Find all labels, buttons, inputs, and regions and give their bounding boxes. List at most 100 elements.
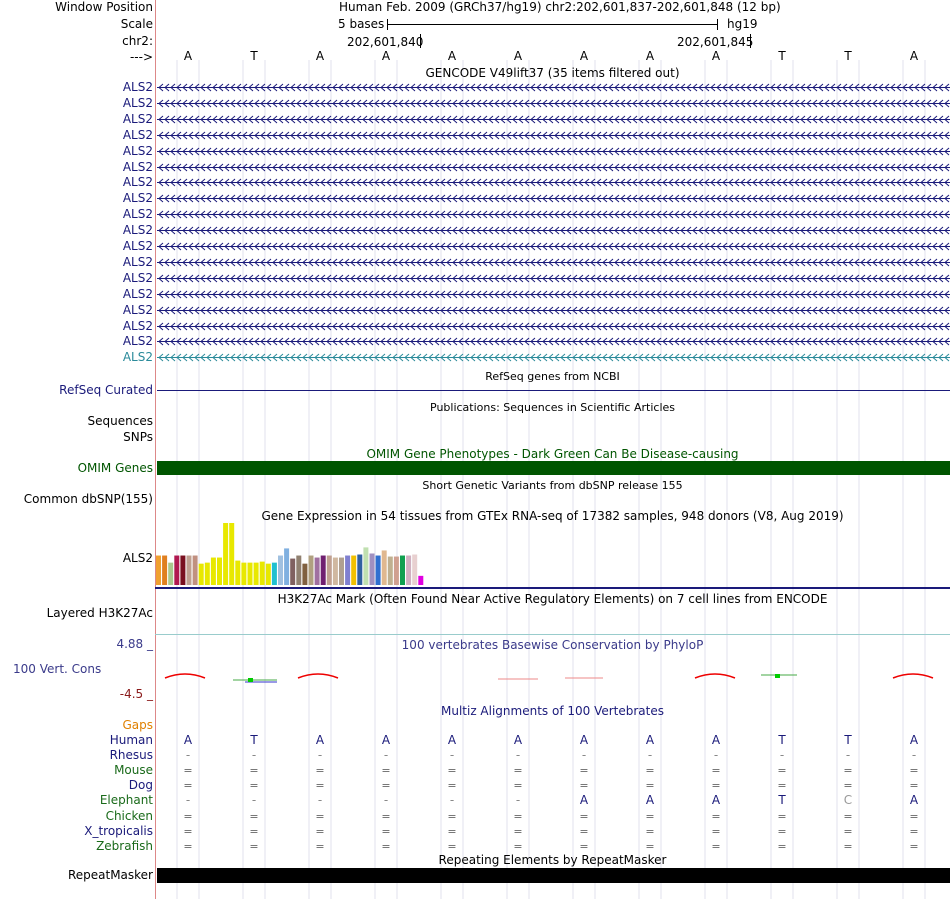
omim-gene-bar[interactable]: [157, 461, 950, 475]
gtex-tissue-bar[interactable]: [375, 555, 381, 585]
gtex-tissue-bar[interactable]: [217, 557, 222, 585]
gencode-transcript-intron[interactable]: [157, 99, 950, 108]
dbsnp-track-label[interactable]: Common dbSNP(155): [23, 492, 153, 506]
gtex-tissue-bar[interactable]: [412, 554, 418, 585]
omim-track-label[interactable]: OMIM Genes: [77, 461, 153, 475]
species-label[interactable]: Dog: [128, 778, 153, 793]
gencode-transcript-intron[interactable]: [157, 163, 950, 172]
gencode-transcript-label[interactable]: ALS2: [122, 270, 153, 285]
gtex-track-label[interactable]: ALS2: [122, 551, 153, 565]
species-label[interactable]: Chicken: [105, 808, 153, 823]
gtex-tissue-bar[interactable]: [339, 557, 344, 585]
repeatmasker-element-bar[interactable]: [157, 868, 950, 883]
gtex-tissue-bar[interactable]: [156, 555, 161, 585]
gtex-tissue-bar[interactable]: [253, 562, 259, 585]
gtex-tissue-bar[interactable]: [204, 562, 210, 585]
gtex-tissue-bar[interactable]: [308, 555, 314, 585]
gencode-transcript-intron[interactable]: [157, 210, 950, 219]
gencode-transcript-label[interactable]: ALS2: [122, 286, 153, 301]
gtex-tissue-bar[interactable]: [174, 555, 180, 585]
gtex-tissue-bar[interactable]: [326, 555, 332, 585]
gtex-tissue-bar[interactable]: [278, 555, 283, 585]
conservation-track-label[interactable]: 100 Vert. Cons: [13, 662, 102, 676]
species-label[interactable]: Elephant: [99, 793, 153, 808]
gtex-tissue-bar[interactable]: [180, 555, 186, 585]
gencode-transcript-intron[interactable]: [157, 194, 950, 203]
gtex-tissue-bar[interactable]: [387, 556, 393, 585]
gencode-transcript-label[interactable]: ALS2: [122, 350, 153, 365]
gencode-transcript-label[interactable]: ALS2: [122, 207, 153, 222]
assembly-position-text[interactable]: Human Feb. 2009 (GRCh37/hg19) chr2:202,6…: [339, 0, 781, 14]
gtex-tissue-bar[interactable]: [302, 563, 308, 585]
gencode-transcript-label[interactable]: ALS2: [122, 302, 153, 317]
gencode-transcript-label[interactable]: ALS2: [122, 111, 153, 126]
species-label[interactable]: Zebrafish: [96, 838, 153, 853]
gencode-transcript-label[interactable]: ALS2: [122, 175, 153, 190]
gtex-tissue-bar[interactable]: [284, 548, 290, 585]
gtex-tissue-bar[interactable]: [186, 555, 192, 585]
gencode-transcript-label[interactable]: ALS2: [122, 159, 153, 174]
gencode-transcript-intron[interactable]: [157, 115, 950, 124]
gencode-transcript-label[interactable]: ALS2: [122, 143, 153, 158]
refseq-gene-line[interactable]: [157, 390, 950, 391]
gencode-transcript-label[interactable]: ALS2: [122, 80, 153, 94]
gencode-transcript-intron[interactable]: [157, 274, 950, 283]
gtex-tissue-bar[interactable]: [259, 561, 265, 585]
refseq-track-label[interactable]: RefSeq Curated: [59, 383, 153, 397]
gtex-tissue-bar[interactable]: [265, 563, 271, 585]
gencode-transcript-intron[interactable]: [157, 337, 950, 346]
conservation-wiggle[interactable]: [155, 660, 950, 690]
gencode-transcript-label[interactable]: ALS2: [122, 95, 153, 110]
gtex-tissue-bar[interactable]: [345, 555, 351, 585]
gencode-transcript-intron[interactable]: [157, 226, 950, 235]
gencode-transcript-intron[interactable]: [157, 353, 950, 362]
gtex-tissue-bar[interactable]: [210, 557, 216, 585]
gtex-tissue-bar[interactable]: [418, 575, 424, 585]
gtex-tissue-bar[interactable]: [314, 557, 320, 585]
gtex-tissue-bar[interactable]: [290, 558, 296, 585]
gtex-tissue-bar[interactable]: [162, 555, 168, 585]
gtex-tissue-bar[interactable]: [271, 562, 277, 585]
gencode-transcript-intron[interactable]: [157, 322, 950, 331]
h3k27ac-track-label[interactable]: Layered H3K27Ac: [46, 606, 153, 620]
gtex-tissue-bar[interactable]: [400, 555, 405, 585]
gencode-transcript-intron[interactable]: [157, 147, 950, 156]
species-label[interactable]: Human: [109, 733, 153, 747]
gencode-transcript-intron[interactable]: [157, 258, 950, 267]
gencode-transcript-intron[interactable]: [157, 242, 950, 251]
gencode-transcript-label[interactable]: ALS2: [122, 334, 153, 349]
repeatmasker-track-label[interactable]: RepeatMasker: [67, 868, 153, 882]
publications-label-line1[interactable]: Sequences: [87, 414, 153, 428]
gencode-transcript-intron[interactable]: [157, 131, 950, 140]
multiz-gaps-label[interactable]: Gaps: [122, 718, 153, 732]
gencode-transcript-label[interactable]: ALS2: [122, 239, 153, 253]
species-label[interactable]: Rhesus: [109, 748, 153, 763]
gtex-tissue-bar[interactable]: [198, 563, 204, 585]
gtex-tissue-bar[interactable]: [406, 555, 412, 585]
gencode-transcript-label[interactable]: ALS2: [122, 318, 153, 333]
gtex-tissue-bar[interactable]: [229, 523, 235, 585]
gencode-transcript-intron[interactable]: [157, 306, 950, 315]
species-label[interactable]: Mouse: [114, 763, 153, 778]
gtex-tissue-bar[interactable]: [320, 555, 326, 585]
gencode-transcript-label[interactable]: ALS2: [122, 223, 153, 238]
gtex-tissue-bar[interactable]: [247, 562, 253, 585]
gtex-tissue-bar[interactable]: [296, 555, 302, 585]
gtex-tissue-bar[interactable]: [241, 562, 247, 585]
gtex-tissue-bar[interactable]: [351, 555, 357, 585]
gtex-tissue-bar[interactable]: [168, 562, 174, 585]
gtex-tissue-bar[interactable]: [332, 557, 338, 585]
species-label[interactable]: X_tropicalis: [84, 823, 153, 838]
gtex-tissue-bar[interactable]: [223, 523, 229, 585]
gencode-transcript-label[interactable]: ALS2: [122, 127, 153, 142]
gencode-transcript-intron[interactable]: [157, 290, 950, 299]
gtex-tissue-bar[interactable]: [235, 560, 241, 585]
gencode-transcript-intron[interactable]: [157, 83, 950, 92]
gtex-tissue-bar[interactable]: [369, 553, 375, 585]
publications-label-line2[interactable]: SNPs: [123, 430, 153, 444]
gtex-tissue-bar[interactable]: [393, 556, 399, 585]
gencode-transcript-label[interactable]: ALS2: [122, 191, 153, 206]
gtex-tissue-bar[interactable]: [363, 547, 369, 585]
gencode-transcript-label[interactable]: ALS2: [122, 254, 153, 269]
